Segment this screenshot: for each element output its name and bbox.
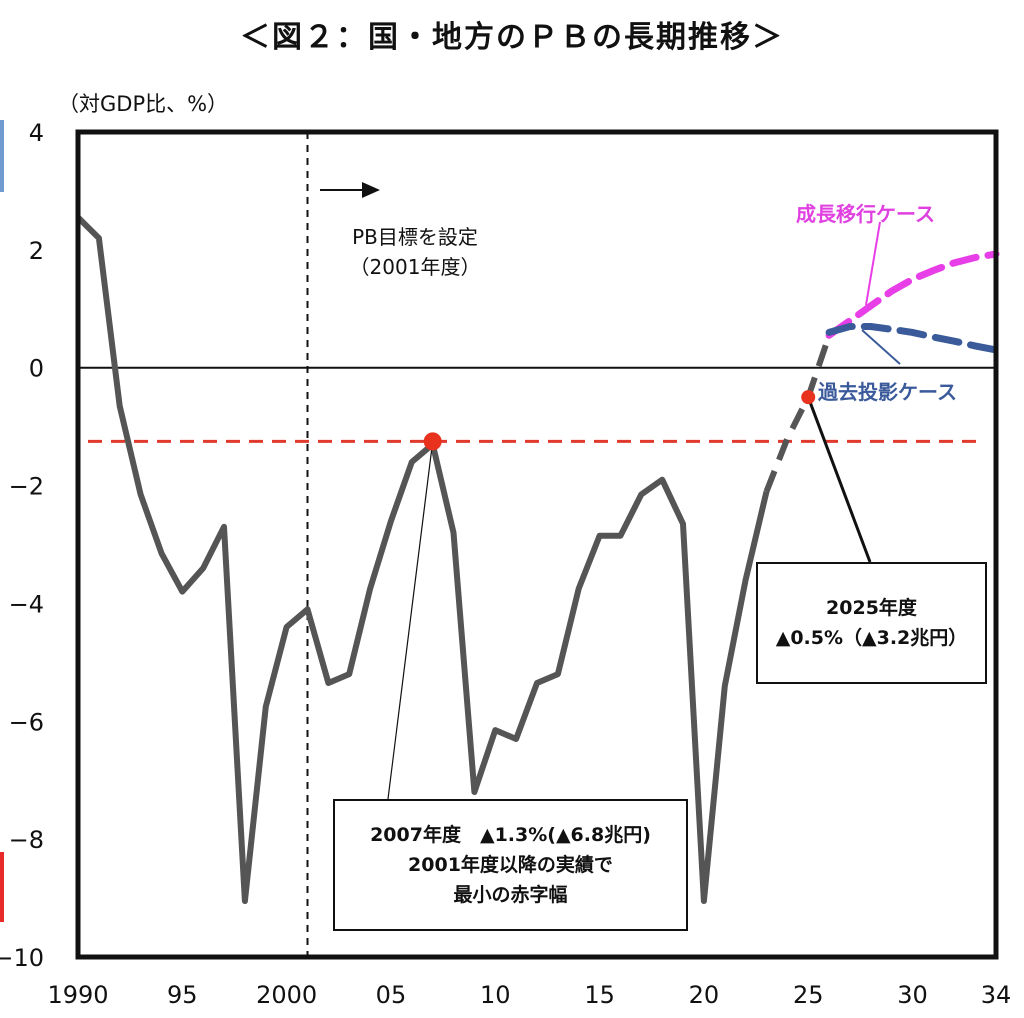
x-tick-label: 25 (793, 981, 824, 1009)
annotation-box-2025-line1: 2025年度 (826, 597, 917, 619)
x-tick-label: 10 (480, 981, 511, 1009)
annotation-box-2025-line2: ▲0.5%（▲3.2兆円） (775, 627, 968, 649)
marker-2007 (423, 432, 442, 451)
annotation-box-2007-line2: 2001年度以降の実績で (408, 854, 613, 876)
x-tick-label: 30 (897, 981, 928, 1009)
y-tick-label: −4 (9, 590, 44, 618)
series-baseline-case-line (825, 323, 1000, 354)
y-tick-label: −10 (0, 944, 44, 972)
x-tick-label: 1990 (47, 981, 108, 1009)
annotation-box-2007-line3: 最小の赤字幅 (453, 884, 568, 906)
y-tick-label: 2 (29, 237, 44, 265)
y-tick-label: −6 (9, 708, 44, 736)
leader-line-2007 (387, 441, 434, 800)
x-tick-label: 2000 (256, 981, 317, 1009)
left-edge-bar-blue (0, 120, 4, 192)
plot-frame (75, 129, 999, 960)
x-tick-label: 34 (981, 981, 1012, 1009)
x-tick-label: 05 (376, 981, 407, 1009)
leader-line-2025 (806, 396, 872, 563)
series-actual-line (75, 215, 770, 904)
growth-case-label: 成長移行ケース (796, 202, 935, 226)
series-growth-case-line (825, 250, 1000, 339)
leader-line-growth-case (865, 221, 881, 306)
marker-2025 (801, 390, 816, 405)
pb-target-annotation: PB目標を設定 （2001年度） (320, 222, 510, 282)
series-projection-common-line (763, 334, 832, 493)
x-tick-label: 20 (689, 981, 720, 1009)
chart-title: ＜図２：国・地方のＰＢの長期推移＞ (240, 20, 784, 55)
pb-target-annotation-line2: （2001年度） (349, 255, 481, 279)
y-axis-unit-label: （対GDP比、%） (58, 92, 229, 116)
x-tick-label: 95 (167, 981, 198, 1009)
y-tick-label: 4 (29, 119, 44, 147)
y-tick-label: 0 (29, 355, 44, 383)
left-edge-bar-red (0, 852, 4, 922)
leader-line-baseline-case (861, 329, 901, 365)
y-tick-label: −8 (9, 826, 44, 854)
pb-target-annotation-line1: PB目標を設定 (352, 225, 478, 249)
baseline-case-label: 過去投影ケース (818, 380, 957, 404)
annotation-box-2025: 2025年度 ▲0.5%（▲3.2兆円） (756, 562, 987, 684)
x-tick-label: 15 (584, 981, 615, 1009)
annotation-box-2007-line1: 2007年度 ▲1.3%(▲6.8兆円) (370, 824, 651, 846)
annotation-box-2007: 2007年度 ▲1.3%(▲6.8兆円) 2001年度以降の実績で 最小の赤字幅 (333, 799, 688, 931)
arrow-head-icon (362, 182, 380, 198)
y-tick-label: −2 (9, 473, 44, 501)
